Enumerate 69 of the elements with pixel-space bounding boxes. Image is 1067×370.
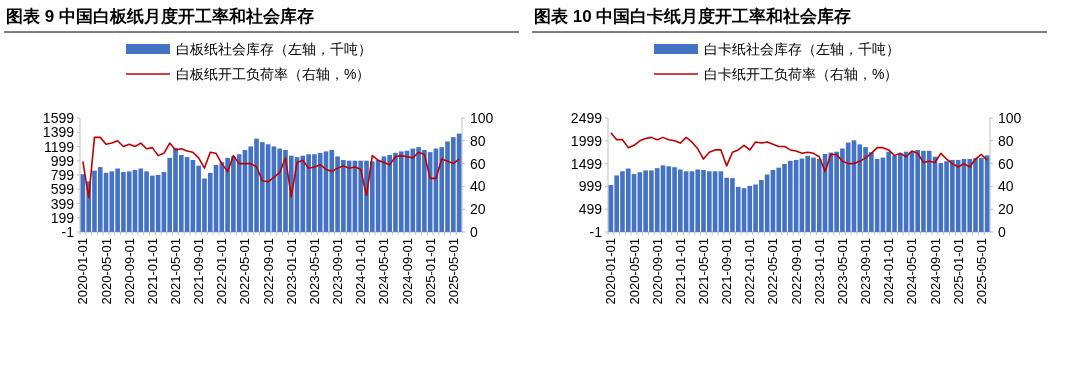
legend-label: 白卡纸社会库存（左轴，千吨） [704,41,900,57]
x-tick-label: 2022-09-01 [788,238,804,305]
y-tick-label: -1 [61,224,75,240]
x-tick-label: 2021-05-01 [696,238,711,305]
y-tick-label: 499 [578,201,603,218]
x-tick-label: 2023-09-01 [330,238,346,305]
y-tick-label: 1999 [570,132,603,149]
x-tick-label: 2021-09-01 [191,238,207,305]
y2-tick-label: 0 [470,224,478,240]
x-tick-label: 2022-01-01 [742,238,758,305]
y-tick-label: 999 [50,152,75,169]
x-tick-label: 2024-05-01 [904,238,920,305]
x-tick-label: 2022-05-01 [237,238,253,305]
y2-tick-label: 40 [470,178,486,195]
chart-title: 图表 10 中国白卡纸月度开工率和社会库存 [534,7,852,26]
y2-tick-label: 100 [998,110,1022,126]
y2-tick-label: 80 [470,132,486,149]
x-tick-label: 2021-09-01 [719,238,735,305]
x-tick-label: 2025-01-01 [950,238,966,305]
x-tick-label: 2020-09-01 [121,238,137,305]
x-tick-label: 2024-01-01 [881,238,897,305]
y-tick-label: 2499 [570,110,603,126]
y-tick-label: -1 [589,224,603,240]
x-tick-label: 2020-05-01 [98,238,114,305]
x-tick-label: 2023-09-01 [858,238,874,305]
y-tick-label: 799 [50,167,75,183]
line-series [82,136,460,199]
chart-title: 图表 9 中国白板纸月度开工率和社会库存 [6,7,314,26]
line-series [610,132,988,173]
x-tick-label: 2022-01-01 [214,238,230,305]
x-tick-label: 2021-05-01 [168,238,183,305]
y2-tick-label: 20 [470,201,486,218]
y2-tick-label: 40 [998,178,1014,195]
x-tick-label: 2023-05-01 [306,238,322,305]
x-tick-label: 2024-09-01 [399,238,415,305]
x-tick-label: 2025-05-01 [445,238,461,305]
x-tick-label: 2020-09-01 [649,238,665,305]
legend-label: 白卡纸开工负荷率（右轴，%） [704,66,899,82]
y-tick-label: 1199 [43,138,75,155]
y2-tick-label: 100 [470,110,494,126]
x-tick-label: 2021-01-01 [672,238,688,305]
x-tick-label: 2021-01-01 [144,238,160,305]
legend-label: 白板纸社会库存（左轴，千吨） [176,41,372,57]
y-tick-label: 599 [50,181,75,198]
x-tick-label: 2020-01-01 [603,238,619,305]
x-tick-label: 2025-05-01 [973,238,989,305]
x-tick-label: 2024-01-01 [353,238,369,305]
x-tick-label: 2020-01-01 [75,238,91,305]
y-tick-label: 1499 [570,155,603,172]
x-tick-label: 2024-05-01 [376,238,392,305]
x-tick-label: 2022-05-01 [765,238,781,305]
y2-tick-label: 20 [998,201,1014,218]
y2-tick-label: 0 [998,224,1006,240]
y2-tick-label: 60 [998,155,1014,172]
x-tick-label: 2020-05-01 [626,238,642,305]
x-tick-label: 2023-05-01 [834,238,850,305]
y-tick-label: 1599 [42,110,75,126]
y2-tick-label: 80 [998,132,1014,149]
y-tick-label: 399 [50,195,75,212]
x-tick-label: 2025-01-01 [422,238,438,305]
y2-tick-label: 60 [470,155,486,172]
x-tick-label: 2023-01-01 [283,238,299,305]
y-tick-label: 999 [578,178,603,195]
y-tick-label: 199 [50,209,75,226]
x-tick-label: 2022-09-01 [260,238,276,305]
x-tick-label: 2023-01-01 [811,238,827,305]
y-tick-label: 1399 [42,124,75,141]
x-tick-label: 2024-09-01 [927,238,943,305]
legend-label: 白板纸开工负荷率（右轴，%） [176,66,371,82]
